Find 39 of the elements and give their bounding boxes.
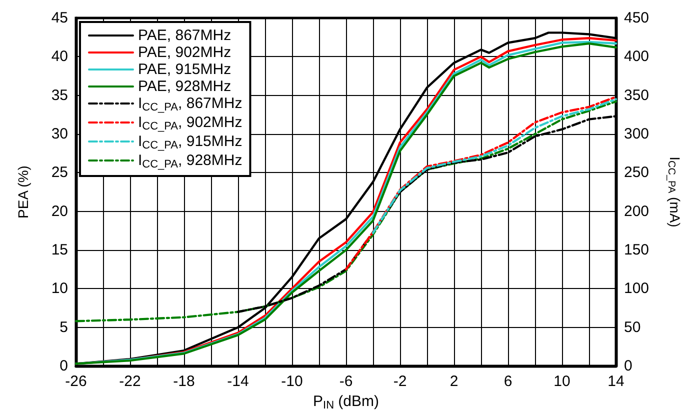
legend-label: PAE, 867MHz [138, 27, 232, 44]
x-tick-label: -14 [227, 373, 249, 390]
y2-tick-label: 100 [624, 280, 650, 298]
y-axis-title: PEA (%) [15, 166, 31, 218]
y-tick-label: 0 [60, 358, 68, 374]
y-tick-label: 15 [51, 242, 68, 258]
y2-axis-title: ICC_PA (mA) [666, 156, 683, 228]
y2-tick-label: 200 [624, 202, 650, 220]
y2-tick-label: 250 [624, 164, 650, 182]
x-tick-label: 6 [504, 373, 512, 390]
y2-tick-label: 300 [624, 126, 650, 142]
y-tick-label: 25 [51, 164, 68, 182]
y-tick-label: 40 [51, 48, 68, 66]
y-tick-label: 20 [51, 202, 68, 220]
line-series [344, 96, 618, 270]
x-tick-label: -10 [281, 373, 303, 390]
legend-label: PAE, 928MHz [138, 78, 232, 95]
y-tick-label: 10 [51, 280, 68, 298]
y-tick-label: 5 [60, 318, 68, 336]
y-tick-label: 45 [51, 10, 68, 26]
x-tick-label: 2 [450, 373, 458, 390]
x-tick-label: -18 [173, 373, 195, 390]
x-tick-label: -2 [393, 373, 407, 390]
y2-tick-label: 350 [624, 86, 650, 104]
y2-tick-label: 0 [624, 358, 632, 374]
x-tick-label: 14 [608, 373, 624, 390]
y2-tick-label: 50 [624, 318, 641, 336]
y2-tick-label: 150 [624, 242, 650, 258]
y2-tick-label: 400 [624, 48, 650, 66]
x-tick-label: -6 [339, 373, 353, 390]
y-tick-label: 30 [51, 126, 68, 142]
x-tick-label: -26 [65, 373, 87, 390]
legend-label: PAE, 902MHz [138, 44, 232, 61]
x-tick-label: 10 [554, 373, 570, 390]
y-tick-label: 35 [51, 86, 68, 104]
line-series [372, 98, 618, 234]
legend-label: PAE, 915MHz [138, 61, 232, 78]
y2-tick-label: 450 [624, 10, 650, 26]
x-tick-label: -22 [119, 373, 141, 390]
